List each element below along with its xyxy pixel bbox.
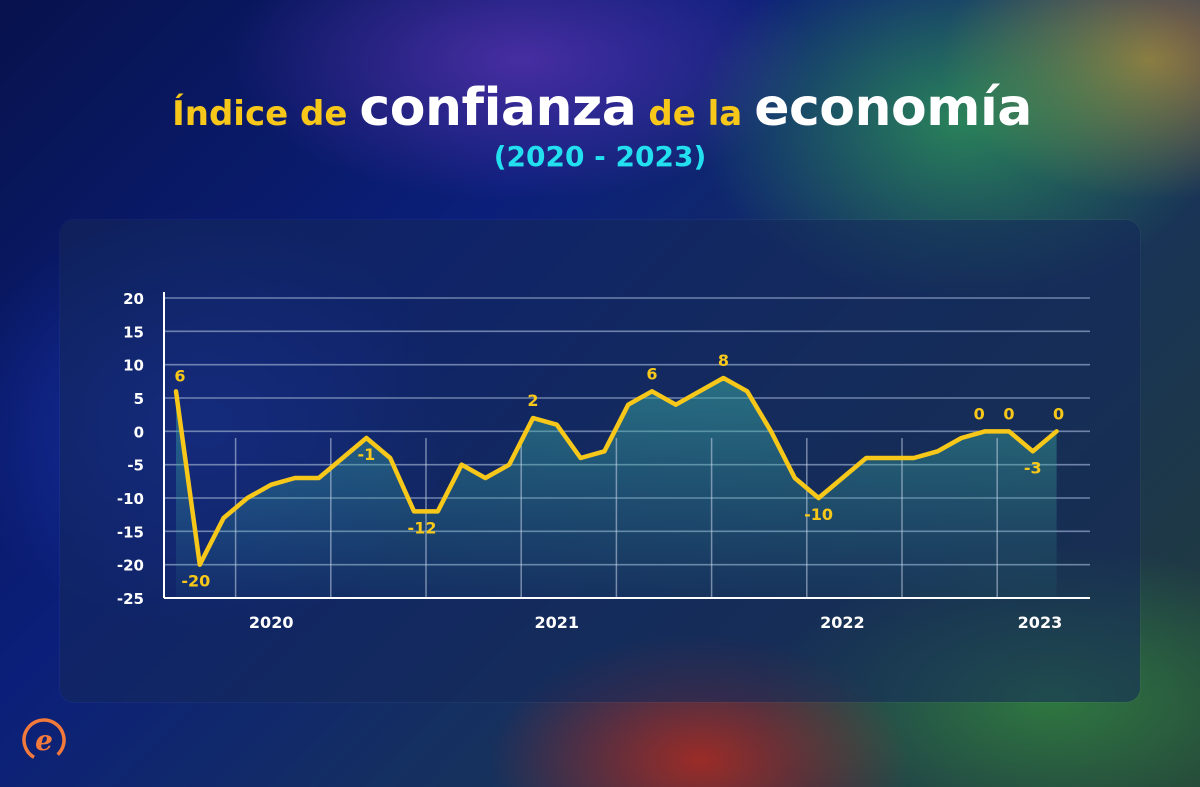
x-tick-label: 2022 (820, 613, 865, 632)
vertical-guides (234, 438, 998, 598)
y-tick-label: -25 (117, 590, 144, 608)
y-tick-label: -5 (127, 457, 144, 475)
data-label: -3 (1024, 458, 1042, 477)
data-label: -1 (358, 445, 376, 464)
y-tick-label: 10 (123, 357, 144, 375)
y-tick-label: 15 (123, 323, 144, 341)
chart-subtitle: (2020 - 2023) (493, 140, 707, 173)
y-tick-label: -10 (117, 490, 144, 508)
data-label: 0 (1003, 404, 1014, 423)
data-label: 0 (1053, 404, 1064, 423)
series-line-path (173, 375, 1059, 567)
e-logo-icon: e (22, 718, 66, 762)
x-tick-labels: 2020 2021 2022 2023 (249, 613, 1062, 632)
data-label: 6 (174, 366, 185, 385)
svg-text:e: e (35, 724, 53, 757)
title-part-4: economía (754, 78, 1032, 138)
data-label: 6 (646, 364, 657, 383)
chart-panel: 20 15 10 5 0 -5 -10 -15 -20 -25 2020 2021 2022 2023 … (60, 220, 1140, 702)
data-label: -12 (408, 518, 437, 537)
title-part-3: de la (648, 94, 743, 134)
x-tick-label: 2021 (535, 613, 580, 632)
y-tick-label: 0 (134, 423, 144, 441)
y-tick-label: 20 (123, 290, 144, 308)
data-label: 0 (974, 404, 985, 423)
x-tick-label: 2020 (249, 613, 294, 632)
data-label: 8 (718, 351, 729, 370)
chart-title: Índice de confianza de la economía (0, 78, 1200, 138)
y-tick-label: 5 (134, 390, 144, 408)
y-tick-labels: 20 15 10 5 0 -5 -10 -15 -20 -25 (117, 290, 144, 608)
axes (163, 292, 1090, 599)
title-part-2: confianza (359, 78, 637, 138)
x-tick-label: 2023 (1018, 613, 1063, 632)
data-label: -20 (181, 572, 210, 591)
data-label: -10 (804, 505, 833, 524)
y-tick-label: -20 (117, 557, 144, 575)
y-tick-label: -15 (117, 523, 144, 541)
title-part-1: Índice de (172, 94, 348, 134)
series-line (173, 375, 1059, 567)
data-label: 2 (527, 391, 538, 410)
